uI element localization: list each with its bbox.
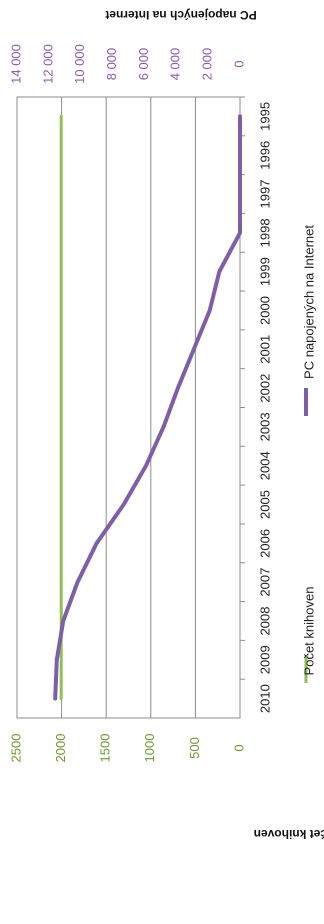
category-label: 2004 bbox=[257, 451, 272, 480]
right-axis-tick-label: 14 000 bbox=[8, 44, 23, 84]
category-label: 1999 bbox=[257, 257, 272, 286]
legend-label: Počet knihoven bbox=[301, 587, 316, 676]
plot-border bbox=[16, 96, 241, 719]
category-label: 2000 bbox=[257, 296, 272, 325]
left-axis-tick-label: 1000 bbox=[142, 734, 157, 763]
series-line-2 bbox=[53, 114, 242, 701]
category-label: 2007 bbox=[257, 568, 272, 597]
category-label: 2006 bbox=[257, 529, 272, 558]
right-axis-tick-label: 0 bbox=[231, 60, 246, 67]
category-label: 2010 bbox=[257, 684, 272, 713]
category-label: 2003 bbox=[257, 412, 272, 441]
category-label: 2009 bbox=[257, 645, 272, 674]
right-axis-title: PC napojených na Internet bbox=[105, 8, 256, 22]
left-axis-tick-label: 1500 bbox=[98, 734, 113, 763]
category-label: 1995 bbox=[257, 102, 272, 131]
left-axis-tick-label: 2000 bbox=[53, 734, 68, 763]
category-label: 1997 bbox=[257, 180, 272, 209]
category-label: 2001 bbox=[257, 335, 272, 364]
category-label: 2002 bbox=[257, 374, 272, 403]
category-label: 1998 bbox=[257, 218, 272, 247]
right-axis-tick-label: 12 000 bbox=[40, 44, 55, 84]
category-label: 2005 bbox=[257, 490, 272, 519]
right-axis-tick-label: 6 000 bbox=[136, 48, 151, 81]
left-axis-tick-label: 2500 bbox=[8, 734, 23, 763]
legend-label: PC napojených na Internet bbox=[301, 225, 316, 379]
right-axis-tick-label: 4 000 bbox=[168, 48, 183, 81]
left-axis-tick-label: 0 bbox=[231, 744, 246, 751]
right-axis-tick-label: 2 000 bbox=[200, 48, 215, 81]
left-axis-title: Počet knihoven bbox=[254, 827, 324, 841]
category-label: 1996 bbox=[257, 141, 272, 170]
right-axis-tick-label: 8 000 bbox=[104, 48, 119, 81]
left-axis-tick-label: 500 bbox=[187, 737, 202, 759]
right-axis-tick-label: 10 000 bbox=[72, 44, 87, 84]
category-label: 2008 bbox=[257, 607, 272, 636]
